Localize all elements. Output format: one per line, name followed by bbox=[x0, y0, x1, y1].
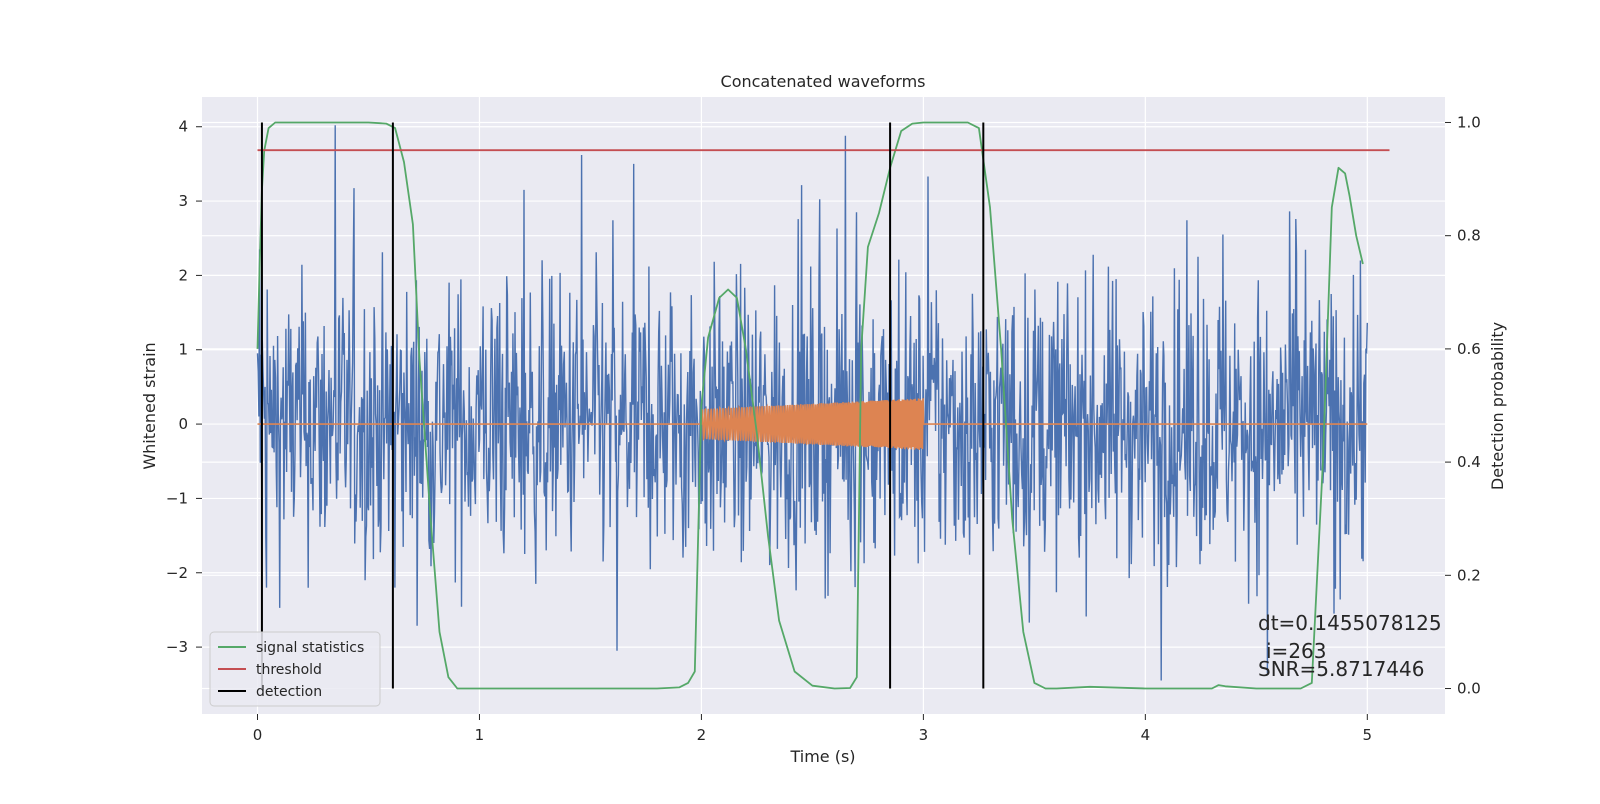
legend-label: signal statistics bbox=[256, 640, 364, 656]
annotation-text: SNR=5.8717446 bbox=[1258, 657, 1424, 681]
x-tick-label: 0 bbox=[253, 726, 263, 744]
annotation-text: i=263 bbox=[1266, 639, 1327, 663]
x-tick-label: 3 bbox=[919, 726, 929, 744]
legend-label: detection bbox=[256, 684, 322, 700]
y-tick-label: 3 bbox=[178, 192, 188, 210]
y-tick-label: 1 bbox=[178, 341, 188, 359]
legend-box bbox=[209, 631, 381, 707]
y-tick-label: 0 bbox=[178, 415, 188, 433]
legend-label: threshold bbox=[256, 662, 322, 678]
y2-tick-label: 0.8 bbox=[1457, 227, 1481, 245]
legend: signal statistics threshold detection bbox=[209, 631, 381, 707]
annotation-text: dt=0.1455078125 bbox=[1258, 611, 1442, 635]
y2-tick-label: 0.6 bbox=[1457, 340, 1481, 358]
y-tick-label: −3 bbox=[166, 638, 188, 656]
x-tick-label: 2 bbox=[697, 726, 707, 744]
y2-tick-label: 0.4 bbox=[1457, 453, 1481, 471]
strain-noise-series bbox=[256, 125, 1368, 681]
y2-tick-label: 1.0 bbox=[1457, 113, 1481, 131]
chart-title: Concatenated waveforms bbox=[721, 72, 926, 91]
x-axis-label: Time (s) bbox=[789, 747, 855, 766]
x-tick-label: 4 bbox=[1141, 726, 1151, 744]
y-axis-label: Whitened strain bbox=[140, 342, 159, 469]
y-tick-label: −2 bbox=[166, 564, 188, 582]
y-tick-label: 4 bbox=[178, 118, 188, 136]
y2-axis-label: Detection probability bbox=[1488, 322, 1507, 490]
x-tick-label: 1 bbox=[475, 726, 485, 744]
y2-tick-label: 0.0 bbox=[1457, 680, 1481, 698]
signal-statistics-line bbox=[256, 121, 1364, 690]
y-tick-label: −1 bbox=[166, 489, 188, 507]
injected-signal-series bbox=[257, 398, 1368, 450]
y2-tick-label: 0.2 bbox=[1457, 566, 1481, 584]
x-tick-label: 5 bbox=[1363, 726, 1373, 744]
y-tick-label: 2 bbox=[178, 266, 188, 284]
